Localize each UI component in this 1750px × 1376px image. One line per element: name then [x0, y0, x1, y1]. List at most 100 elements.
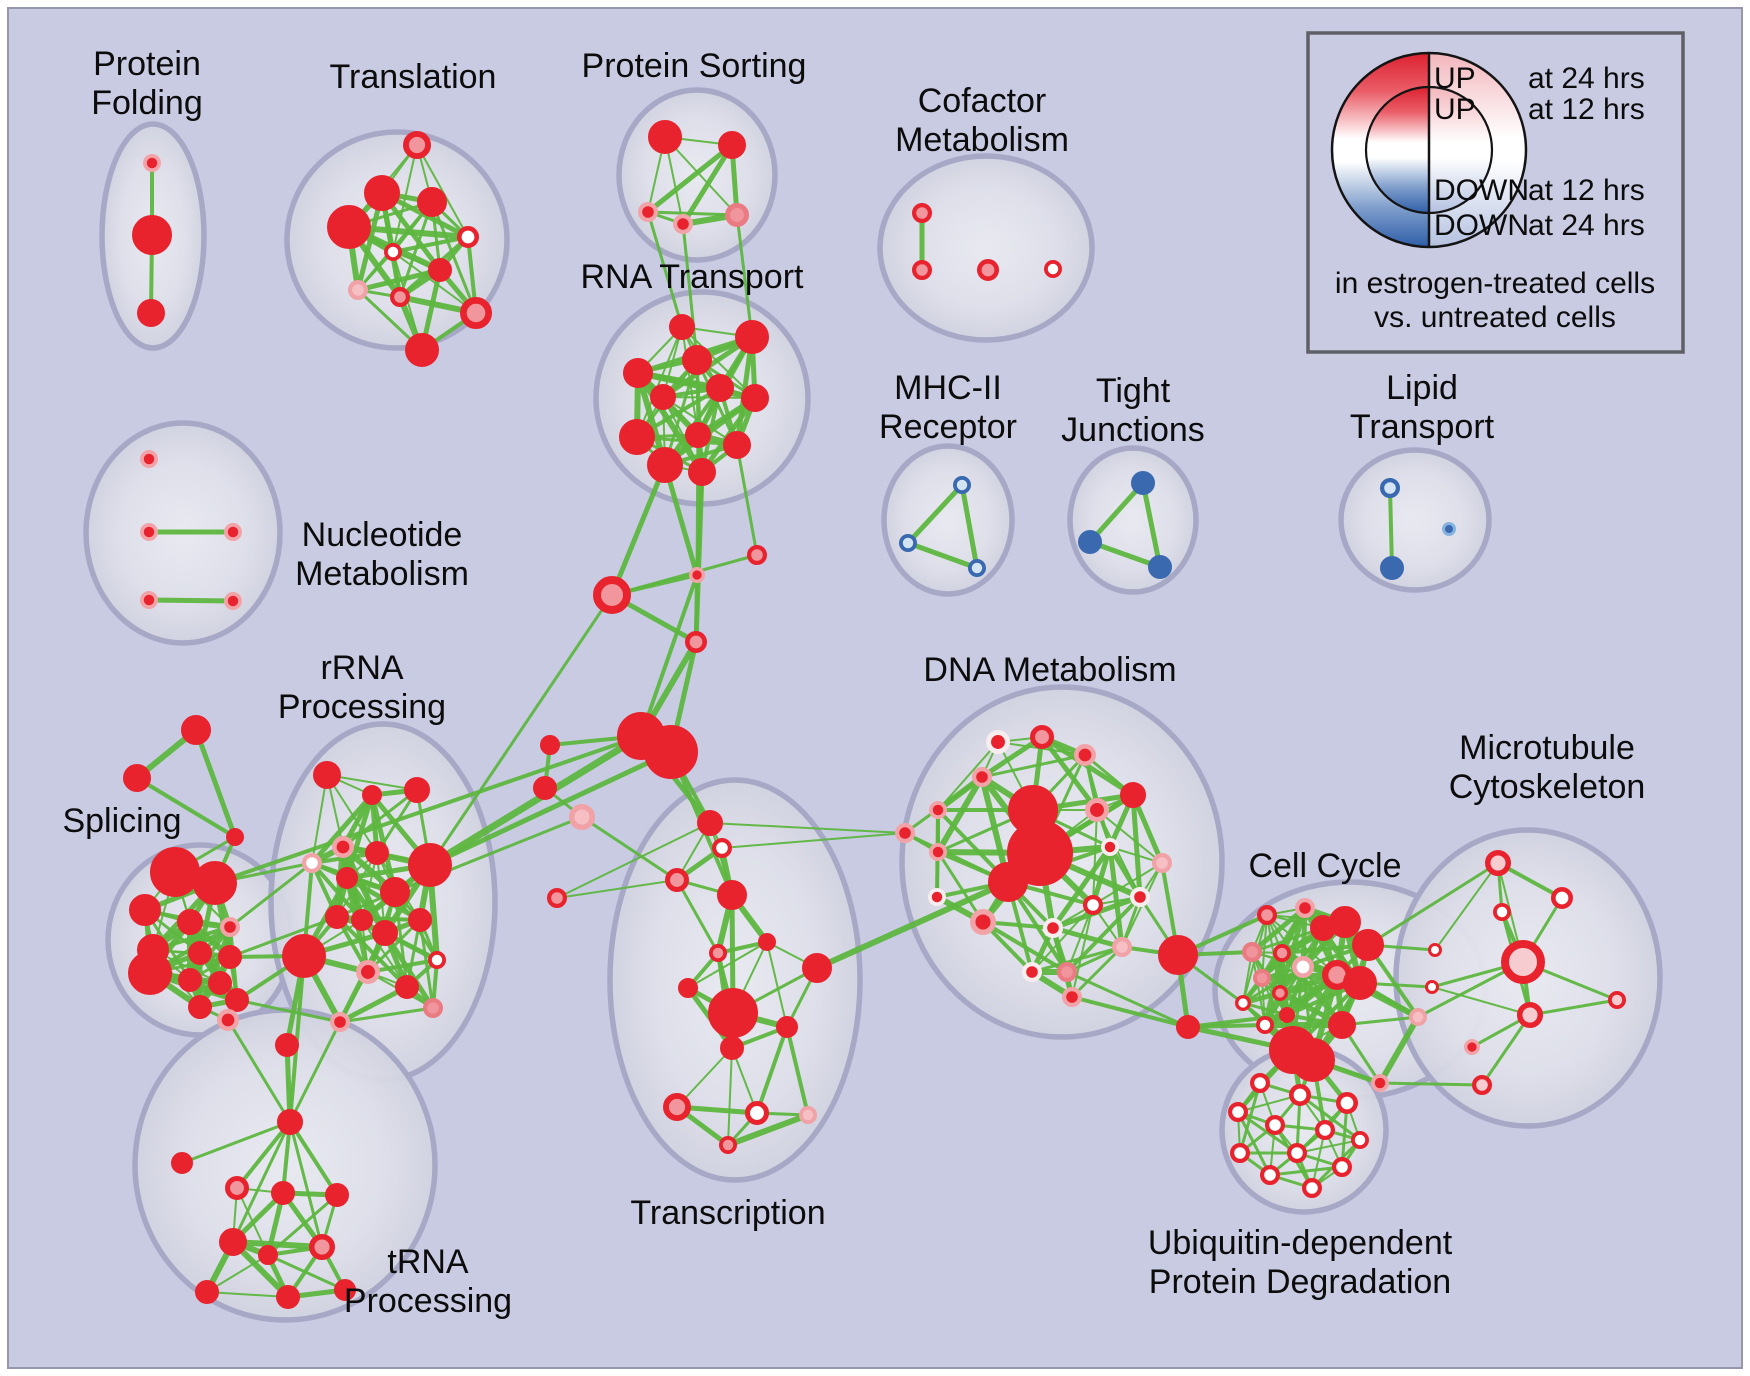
network-edge: [1090, 846, 1113, 906]
network-node-mhc: [968, 559, 987, 578]
network-edge: [937, 741, 999, 811]
network-node-mt: [1493, 903, 1512, 922]
network-node-mt: [1551, 886, 1574, 909]
network-node-cx: [568, 803, 595, 830]
network-edge: [392, 251, 477, 314]
network-node-rrna: [330, 1011, 351, 1032]
network-node-tl: [416, 186, 447, 217]
network-edge: [1367, 861, 1499, 947]
network-edge: [418, 919, 435, 1009]
network-node-cc: [1327, 1011, 1356, 1040]
network-node-dna: [1101, 838, 1120, 857]
network-node-trna: [219, 1227, 248, 1256]
cluster-label-line: DNA Metabolism: [923, 651, 1176, 689]
network-node-mhc: [899, 534, 918, 553]
cluster-hull-tl: [284, 129, 510, 351]
network-node-tx: [758, 933, 777, 952]
network-node-spl: [178, 968, 203, 993]
network-edge: [1092, 862, 1163, 906]
network-edge: [339, 1006, 434, 1024]
network-node-mt: [1501, 940, 1545, 984]
cluster-label-line: Cytoskeleton: [1449, 768, 1646, 806]
network-edge: [1065, 895, 1142, 974]
network-node-tx: [696, 809, 723, 836]
network-node-ps: [672, 214, 693, 235]
network-node-trna: [195, 1280, 220, 1305]
network-edge: [735, 214, 754, 338]
network-node-spl: [188, 941, 213, 966]
network-node-tl: [405, 333, 440, 368]
network-edge: [236, 998, 341, 1024]
network-node-rnat: [706, 374, 735, 403]
network-edge: [1140, 482, 1163, 568]
network-edge: [981, 920, 1069, 974]
network-node-cc: [1292, 955, 1315, 978]
network-node-cc: [1294, 897, 1315, 918]
network-node-trna: [309, 1233, 336, 1260]
network-node-tx: [665, 868, 690, 893]
network-node-rrna: [408, 843, 452, 887]
network-node-tx: [719, 1136, 738, 1155]
network-node-pf: [132, 215, 172, 255]
network-edge: [267, 1253, 346, 1292]
network-node-cx: [539, 734, 560, 755]
network-node-cc: [1256, 904, 1277, 925]
network-edge: [726, 1112, 810, 1148]
network-node-cc: [1342, 966, 1377, 1001]
network-edge: [326, 774, 418, 791]
network-edge: [664, 136, 738, 216]
cluster-label-dna: DNA Metabolism: [923, 651, 1176, 689]
network-node-cx: [546, 887, 567, 908]
network-node-rnat: [735, 320, 770, 355]
network-node-mt: [1484, 849, 1511, 876]
network-node-dna: [1129, 886, 1150, 907]
network-node-rrna: [331, 835, 354, 858]
network-node-dna: [1030, 725, 1055, 750]
network-node-ub: [1259, 1164, 1280, 1185]
network-node-dna: [928, 888, 947, 907]
cluster-label-line: Tight: [1096, 372, 1171, 410]
network-node-cx: [216, 1008, 239, 1031]
network-edge: [206, 1291, 289, 1298]
network-node-ub: [1351, 1131, 1370, 1150]
cluster-label-line: Metabolism: [895, 121, 1069, 159]
cluster-label-line: Junctions: [1061, 411, 1205, 449]
network-node-cc: [1409, 1008, 1428, 1027]
network-edge: [1066, 970, 1189, 1029]
network-node-dna: [988, 862, 1028, 902]
network-edge: [646, 211, 684, 328]
network-node-ps: [718, 131, 747, 160]
legend-disc-12hr-faded-half: [1429, 87, 1492, 213]
network-node-rrna: [355, 960, 380, 985]
network-node-cc: [1241, 941, 1262, 962]
network-node-nm: [139, 591, 158, 610]
network-edge: [646, 143, 734, 214]
network-edge: [907, 540, 978, 571]
network-edge: [556, 879, 678, 899]
network-node-dna: [1061, 986, 1082, 1007]
network-node-dna: [1085, 798, 1110, 823]
network-edge: [635, 371, 705, 474]
network-node-mt: [1425, 980, 1439, 994]
network-node-rrna: [362, 784, 383, 805]
legend-direction-2: DOWN: [1434, 174, 1529, 207]
network-node-ub: [1331, 1156, 1352, 1177]
network-node-cx: [746, 544, 767, 565]
network-node-tl: [456, 225, 479, 248]
network-edge: [721, 832, 906, 849]
cluster-label-line: Microtubule: [1459, 729, 1635, 767]
cluster-label-line: Ubiquitin-dependent: [1148, 1224, 1453, 1262]
network-edge: [1071, 995, 1189, 1029]
network-node-rrna: [379, 877, 410, 908]
network-node-rrna: [282, 934, 326, 978]
cluster-label-line: Transport: [1350, 408, 1495, 446]
cluster-label-tl: Translation: [330, 58, 497, 96]
cluster-hull-lt: [1338, 447, 1492, 593]
network-edge: [611, 553, 758, 597]
network-edge: [1070, 945, 1124, 999]
network-node-mt: [1471, 1074, 1492, 1095]
network-node-tj: [1078, 530, 1103, 555]
network-edge: [735, 444, 759, 556]
network-edge: [1071, 904, 1094, 998]
